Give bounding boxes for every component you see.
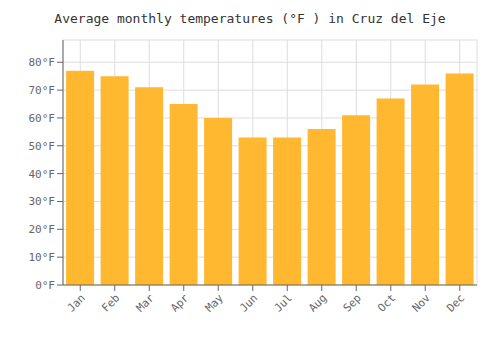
- svg-text:20°F: 20°F: [29, 223, 56, 236]
- svg-text:10°F: 10°F: [29, 251, 56, 264]
- svg-text:Jul: Jul: [272, 291, 295, 314]
- svg-text:Oct: Oct: [375, 291, 398, 314]
- svg-text:60°F: 60°F: [29, 112, 56, 125]
- svg-text:70°F: 70°F: [29, 84, 56, 97]
- svg-text:Nov: Nov: [410, 291, 434, 315]
- svg-text:Jan: Jan: [65, 291, 88, 314]
- svg-text:30°F: 30°F: [29, 195, 56, 208]
- svg-text:Sep: Sep: [341, 291, 364, 314]
- svg-text:Apr: Apr: [168, 291, 192, 315]
- svg-text:80°F: 80°F: [29, 56, 56, 69]
- svg-text:0°F: 0°F: [35, 279, 55, 292]
- svg-text:May: May: [203, 291, 227, 315]
- svg-text:50°F: 50°F: [29, 140, 56, 153]
- svg-text:40°F: 40°F: [29, 168, 56, 181]
- html-text:Average monthly temperatures (: Average monthly temperatures (°F ) in Cr…: [54, 11, 446, 26]
- svg-text:Jun: Jun: [237, 291, 260, 314]
- svg-text:Aug: Aug: [306, 291, 329, 314]
- svg-text:Feb: Feb: [99, 291, 122, 314]
- svg-text:Mar: Mar: [134, 291, 158, 315]
- svg-text:Dec: Dec: [444, 291, 467, 314]
